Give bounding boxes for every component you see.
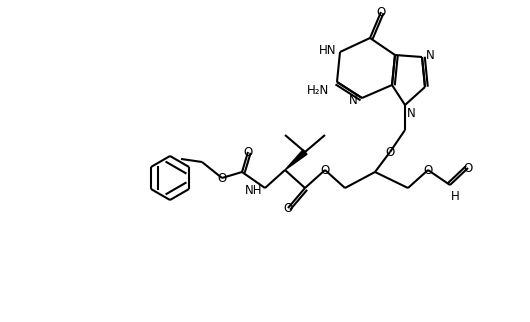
Text: O: O — [385, 146, 395, 158]
Text: N: N — [349, 93, 358, 107]
Text: N: N — [407, 107, 416, 119]
Text: O: O — [423, 164, 432, 176]
Text: NH: NH — [244, 184, 262, 196]
Text: H: H — [450, 191, 460, 204]
Text: O: O — [463, 162, 473, 175]
Text: N: N — [426, 49, 435, 62]
Text: O: O — [217, 172, 227, 185]
Text: O: O — [284, 202, 293, 214]
Text: O: O — [376, 5, 386, 18]
Text: H₂N: H₂N — [307, 83, 329, 97]
Polygon shape — [285, 150, 307, 170]
Text: O: O — [243, 146, 253, 158]
Text: HN: HN — [319, 43, 336, 56]
Text: O: O — [320, 164, 330, 176]
